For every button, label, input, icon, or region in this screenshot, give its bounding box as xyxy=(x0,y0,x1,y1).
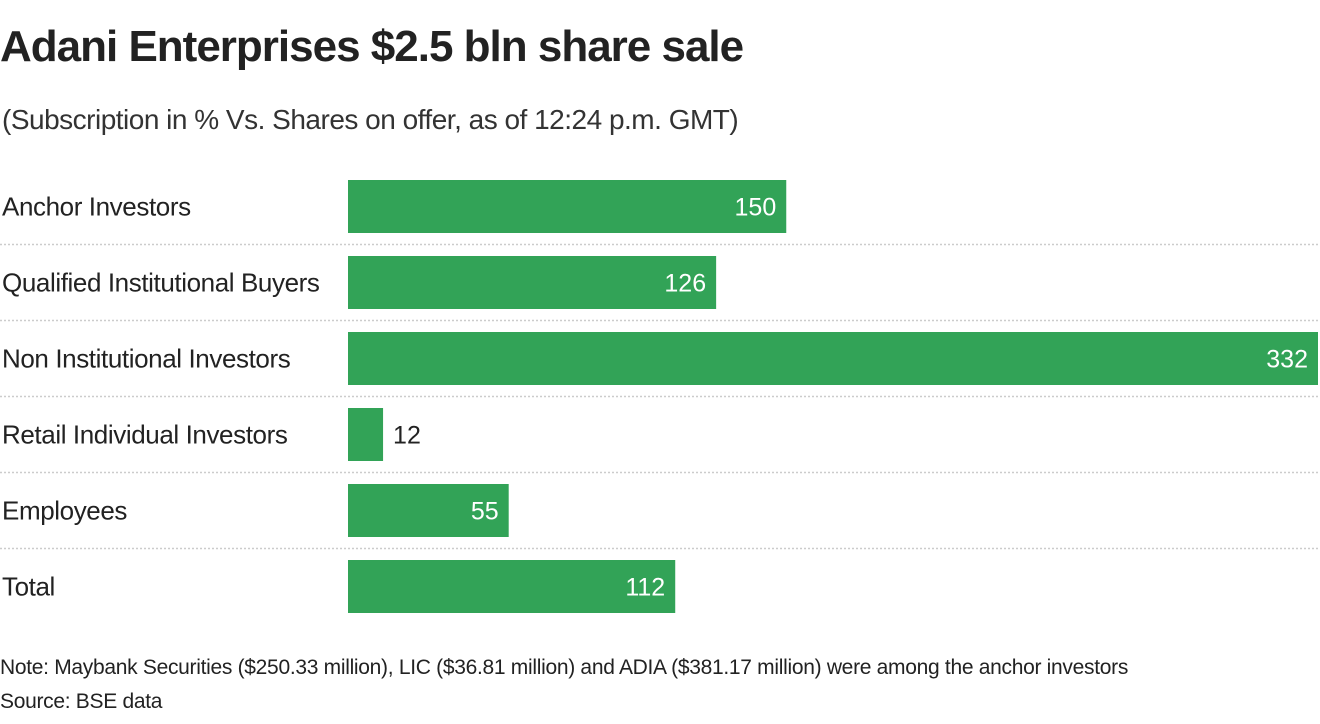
bar-chart: Anchor Investors 150 Qualified Institution… xyxy=(0,180,1320,613)
chart-source: Source: BSE data xyxy=(0,690,163,713)
chart-subtitle: (Subscription in % Vs. Shares on offer, … xyxy=(2,104,739,135)
value-label: 332 xyxy=(1266,346,1308,374)
chart-note: Note: Maybank Securities ($250.33 millio… xyxy=(0,656,1129,679)
bar xyxy=(348,332,1318,385)
category-label: Non Institutional Investors xyxy=(2,344,291,374)
bar xyxy=(348,560,676,613)
bar xyxy=(348,408,384,461)
bar xyxy=(348,256,717,309)
value-label: 150 xyxy=(735,194,777,222)
category-label: Qualified Institutional Buyers xyxy=(2,268,320,298)
category-label: Anchor Investors xyxy=(2,192,191,222)
category-label: Total xyxy=(2,572,55,602)
bar xyxy=(348,484,509,537)
category-label: Employees xyxy=(2,496,127,526)
value-label: 12 xyxy=(393,422,421,450)
bar xyxy=(348,180,787,233)
category-label: Retail Individual Investors xyxy=(2,420,288,450)
chart-title: Adani Enterprises $2.5 bln share sale xyxy=(0,22,744,71)
value-label: 112 xyxy=(625,574,665,602)
value-label: 55 xyxy=(471,498,499,526)
value-label: 126 xyxy=(664,270,706,298)
